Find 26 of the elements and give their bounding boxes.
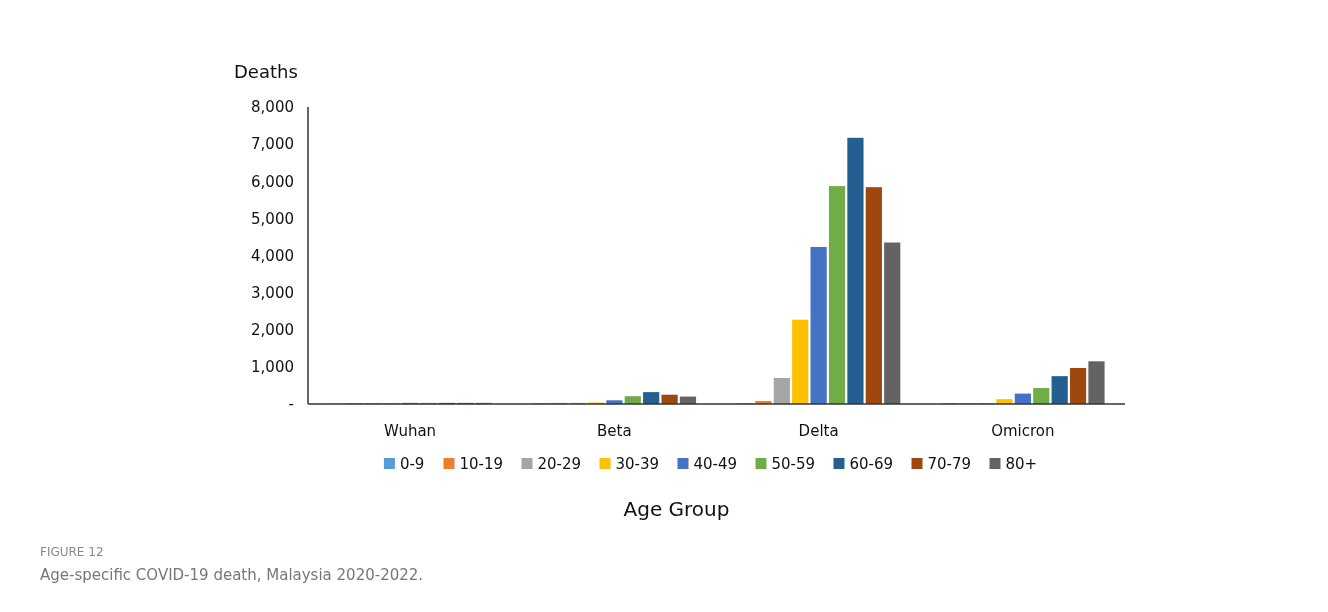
legend-label: 10-19 <box>459 455 504 473</box>
x-axis-title: Age Group <box>623 497 730 521</box>
y-tick-label: 6,000 <box>251 172 294 191</box>
x-tick-label: Wuhan <box>384 422 437 440</box>
y-tick-label: 1,000 <box>251 358 294 377</box>
legend-label: 60-69 <box>849 455 894 473</box>
x-tick-label: Delta <box>798 422 839 440</box>
legend-label: 40-49 <box>693 455 738 473</box>
caption: FIGURE 12 <box>40 545 104 559</box>
legend-label: 80+ <box>1005 455 1038 473</box>
y-tick-label: 5,000 <box>251 209 294 228</box>
y-tick-label: 7,000 <box>251 135 294 154</box>
x-tick-label: Beta <box>597 422 632 440</box>
y-tick-label: 8,000 <box>251 98 294 117</box>
legend-label: 70-79 <box>927 455 972 473</box>
x-tick-label: Omicron <box>991 422 1055 440</box>
y-tick-label: 2,000 <box>251 321 294 339</box>
legend-label: 20-29 <box>537 455 582 473</box>
legend-label: 50-59 <box>771 455 816 473</box>
legend-label: 0-9 <box>399 455 425 473</box>
y-tick-label: - <box>288 395 294 414</box>
legend-label: 30-39 <box>615 455 660 473</box>
y-tick-label: 4,000 <box>251 246 294 265</box>
text: Age-specific COVID-19 death, Malaysia 2020-2022. <box>40 566 424 584</box>
y-tick-label: 3,000 <box>251 283 294 302</box>
y-axis-title: Deaths <box>234 61 298 82</box>
